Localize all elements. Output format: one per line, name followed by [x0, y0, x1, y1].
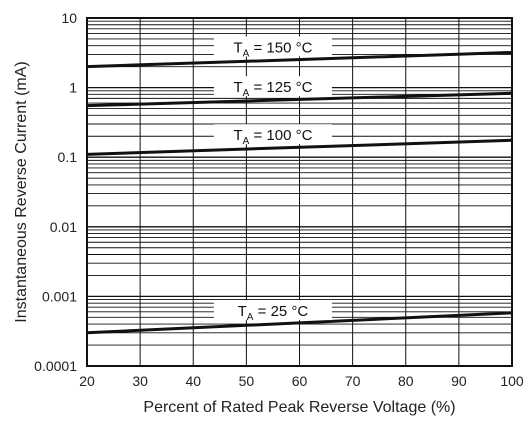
- series-label: TA = 150 °C: [233, 39, 312, 59]
- series-label: TA = 25 °C: [238, 303, 309, 323]
- x-axis-label: Percent of Rated Peak Reverse Voltage (%…: [143, 399, 455, 416]
- series-label-bg: [213, 124, 332, 145]
- y-tick-label: 1: [69, 80, 77, 96]
- series-label: TA = 125 °C: [233, 79, 312, 99]
- curve-labels: TA = 150 °C TA = 125 °C TA = 100 °C TA = 25…: [213, 36, 332, 323]
- x-tick-label: 100: [500, 373, 524, 389]
- series-line: [86, 91, 513, 108]
- y-tick-label: 0.0001: [34, 358, 77, 374]
- plot-frame: [86, 17, 513, 367]
- x-tick-label: 30: [132, 373, 148, 389]
- x-tick-label: 20: [79, 373, 95, 389]
- x-tick-label: 70: [345, 373, 361, 389]
- x-tick-label: 80: [398, 373, 414, 389]
- y-tick-label: 10: [61, 10, 77, 26]
- y-tick-label: 0.1: [58, 149, 78, 165]
- series-line: [86, 311, 513, 335]
- x-tick-label: 60: [292, 373, 308, 389]
- x-tick-label: 90: [451, 373, 467, 389]
- series-label: TA = 100 °C: [233, 127, 312, 147]
- y-axis-label: Instantaneous Reverse Current (mA): [13, 61, 30, 322]
- series-line: [86, 138, 513, 156]
- y-tick-labels: 0.0001 0.001 0.01 0.1 1 10: [34, 10, 77, 374]
- x-tick-label: 50: [239, 373, 255, 389]
- series-label-bg: [213, 36, 332, 57]
- series-line: [86, 50, 513, 69]
- y-tick-label: 0.01: [50, 219, 77, 235]
- series-label-bg: [213, 300, 332, 321]
- x-tick-label: 40: [185, 373, 201, 389]
- y-tick-label: 0.001: [42, 288, 77, 304]
- curves: [86, 50, 513, 335]
- series-label-bg: [213, 76, 332, 97]
- x-tick-labels: 20 30 40 50 60 70 80 90 100: [79, 373, 524, 389]
